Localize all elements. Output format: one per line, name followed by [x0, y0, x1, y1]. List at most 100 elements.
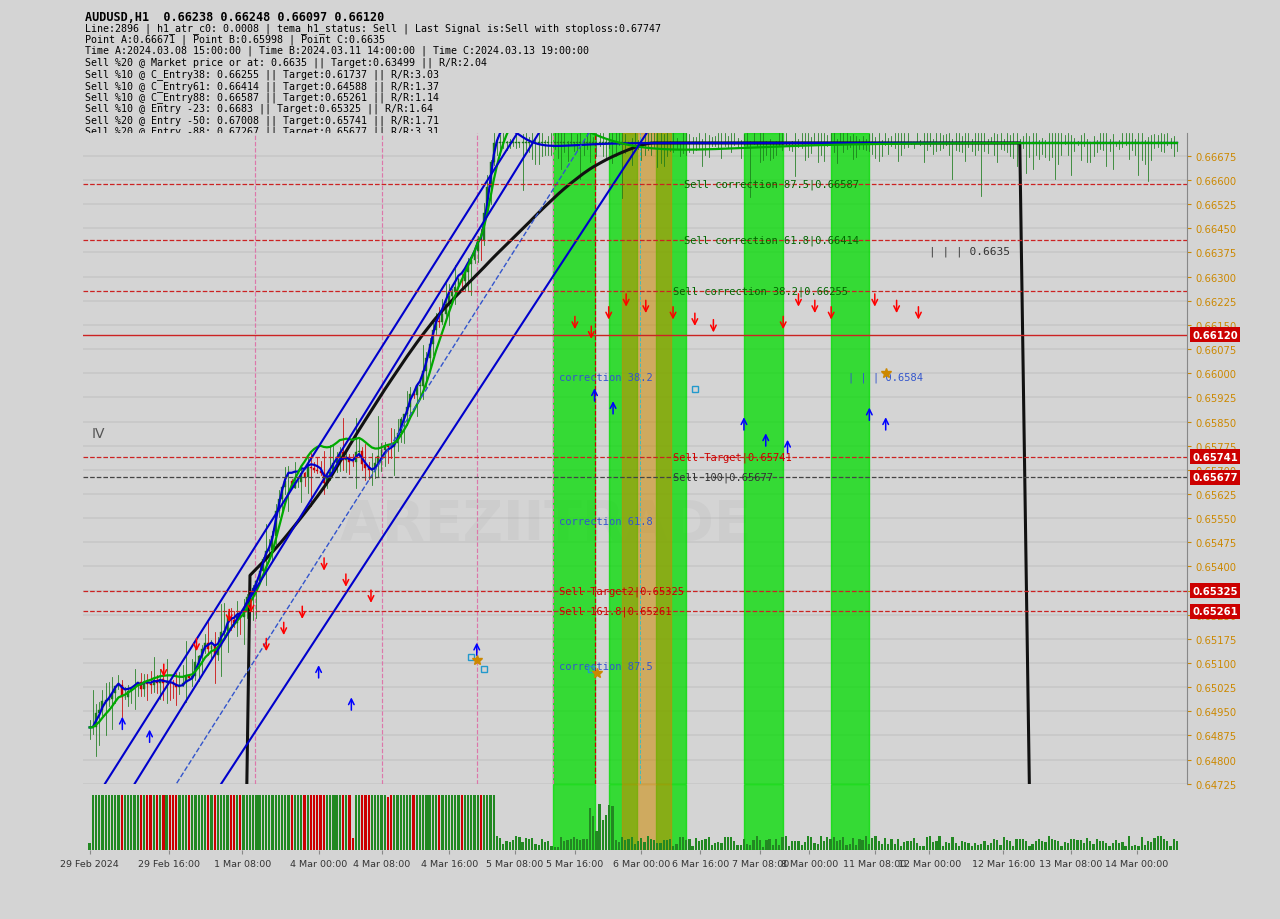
Bar — [1121, 843, 1124, 850]
Bar — [887, 844, 890, 850]
Bar — [342, 795, 344, 850]
Bar — [403, 795, 404, 850]
Bar — [640, 838, 643, 850]
Bar — [663, 840, 664, 850]
Bar — [942, 846, 943, 850]
Bar — [893, 844, 896, 850]
Bar — [987, 845, 989, 850]
Bar — [759, 840, 762, 850]
Bar — [1041, 841, 1043, 850]
Text: correction 38.2: correction 38.2 — [558, 373, 653, 382]
Bar — [384, 448, 385, 450]
Bar — [1044, 843, 1047, 850]
Bar — [262, 559, 264, 572]
Bar — [691, 845, 694, 850]
Bar — [431, 331, 434, 345]
Bar — [923, 846, 924, 850]
Bar — [534, 844, 536, 850]
Bar — [233, 795, 236, 850]
Bar — [836, 841, 838, 850]
Bar — [625, 841, 626, 850]
Bar — [248, 795, 251, 850]
Bar — [714, 843, 717, 850]
Bar — [387, 797, 389, 850]
Bar — [403, 414, 404, 420]
Bar — [278, 795, 280, 850]
Text: | | | 0.6584: | | | 0.6584 — [847, 372, 923, 383]
Bar — [913, 838, 915, 850]
Bar — [188, 676, 189, 678]
Bar — [454, 795, 457, 850]
Bar — [1098, 842, 1101, 850]
Bar — [506, 841, 508, 850]
Bar — [602, 821, 604, 850]
Bar — [563, 841, 566, 850]
Bar — [916, 843, 918, 850]
Text: 0.66120: 0.66120 — [1192, 330, 1238, 340]
Bar — [650, 839, 652, 850]
Bar — [974, 844, 975, 850]
Text: Sell %20 @ Entry -50: 0.67008 || Target:0.65741 || R/R:1.71: Sell %20 @ Entry -50: 0.67008 || Target:… — [86, 115, 439, 126]
Bar — [1105, 843, 1107, 850]
Bar — [442, 314, 443, 323]
Bar — [271, 537, 274, 550]
Bar — [580, 841, 581, 850]
Bar — [826, 837, 828, 850]
Bar — [1076, 840, 1079, 850]
Bar — [429, 795, 431, 850]
Bar — [335, 795, 338, 850]
Bar — [310, 795, 312, 850]
Bar — [622, 784, 671, 850]
Bar — [399, 420, 402, 434]
Bar — [88, 844, 91, 850]
Bar — [201, 795, 204, 850]
Bar — [948, 844, 950, 850]
Bar — [538, 845, 540, 850]
Bar — [410, 394, 411, 408]
Bar — [361, 795, 364, 850]
Bar — [1051, 839, 1053, 850]
Bar — [220, 632, 223, 646]
Bar — [1176, 842, 1178, 850]
Bar — [774, 839, 777, 850]
Bar — [486, 795, 489, 850]
Bar — [303, 473, 306, 478]
Bar — [137, 795, 138, 850]
Bar — [314, 468, 315, 470]
Bar — [476, 240, 479, 252]
Bar — [131, 689, 132, 691]
Bar — [204, 643, 206, 650]
Bar — [1047, 836, 1050, 850]
Bar — [448, 795, 451, 850]
Bar — [380, 450, 383, 457]
Bar — [422, 372, 424, 386]
Bar — [1000, 845, 1002, 850]
Bar — [256, 582, 257, 589]
Bar — [131, 795, 132, 850]
Bar — [1028, 846, 1030, 850]
Bar — [1012, 846, 1015, 850]
Bar — [1111, 843, 1114, 850]
Bar — [140, 682, 142, 689]
Bar — [374, 795, 376, 850]
Bar — [146, 682, 148, 684]
Bar — [457, 795, 460, 850]
Bar — [451, 795, 453, 850]
Bar — [451, 293, 453, 297]
Bar — [182, 795, 184, 850]
Bar — [259, 795, 261, 850]
Bar — [929, 836, 931, 850]
Bar — [794, 841, 796, 850]
Bar — [540, 839, 543, 850]
Text: AUDUSD,H1  0.66238 0.66248 0.66097 0.66120: AUDUSD,H1 0.66238 0.66248 0.66097 0.6612… — [86, 11, 385, 24]
Bar — [823, 841, 826, 850]
Bar — [605, 815, 607, 850]
Bar — [175, 684, 177, 687]
Bar — [329, 472, 332, 478]
Bar — [755, 836, 758, 850]
Bar — [1115, 840, 1117, 850]
Bar — [301, 795, 302, 850]
Bar — [1089, 841, 1092, 850]
Bar — [553, 784, 594, 850]
Bar — [210, 646, 212, 649]
